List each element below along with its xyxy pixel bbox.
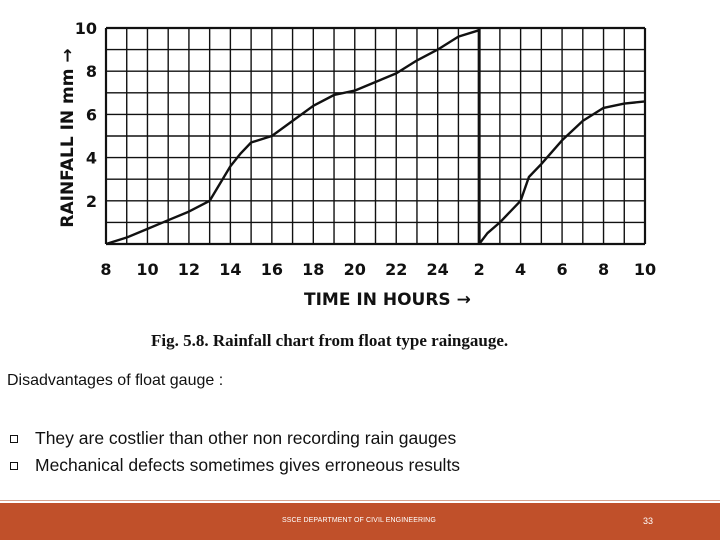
y-tick-labels: 2 4 6 8 10 [75, 19, 97, 211]
bullet-text: They are costlier than other non recordi… [35, 428, 457, 448]
y-tick-label: 10 [75, 19, 97, 38]
x-tick-label: 10 [136, 260, 158, 279]
y-tick-label: 4 [86, 149, 97, 168]
bullet-item: Mechanical defects sometimes gives erron… [10, 452, 460, 479]
y-tick-label: 2 [86, 192, 97, 211]
chart-grid [104, 26, 647, 246]
y-axis-title: RAINFALL IN mm → [58, 48, 78, 227]
rainfall-line-2 [478, 100, 646, 245]
bullet-item: They are costlier than other non recordi… [10, 425, 460, 452]
x-tick-label: 2 [474, 260, 485, 279]
x-tick-label: 20 [344, 260, 366, 279]
footer-divider [0, 500, 720, 501]
slide-heading: Disadvantages of float gauge : [7, 372, 224, 389]
x-tick-label: 14 [219, 260, 241, 279]
x-tick-label: 24 [427, 260, 449, 279]
page-number: 33 [643, 516, 654, 526]
bullet-text: Mechanical defects sometimes gives erron… [35, 455, 461, 475]
x-axis-title: TIME IN HOURS → [304, 290, 471, 310]
x-tick-label: 18 [302, 260, 324, 279]
x-tick-label: 6 [557, 260, 568, 279]
bullet-list: They are costlier than other non recordi… [10, 425, 460, 479]
x-tick-labels: 8 10 12 14 16 18 20 22 24 2 4 6 8 10 [100, 260, 656, 279]
x-tick-label: 22 [385, 260, 407, 279]
y-tick-label: 6 [86, 105, 97, 124]
x-tick-label: 8 [598, 260, 609, 279]
footer-department: SSCE DEPARTMENT OF CIVIL ENGINEERING [282, 517, 436, 524]
x-tick-label: 16 [261, 260, 283, 279]
figure-caption: Fig. 5.8. Rainfall chart from float type… [151, 331, 508, 350]
footer-bar: SSCE DEPARTMENT OF CIVIL ENGINEERING 33 [0, 503, 720, 540]
square-bullet-icon [10, 461, 18, 470]
x-tick-label: 8 [100, 260, 111, 279]
x-tick-label: 10 [634, 260, 656, 279]
chart-series [105, 29, 646, 246]
x-tick-label: 12 [178, 260, 200, 279]
square-bullet-icon [10, 434, 18, 443]
y-tick-label: 8 [86, 62, 97, 81]
x-tick-label: 4 [515, 260, 526, 279]
rainfall-line-1 [105, 29, 480, 246]
